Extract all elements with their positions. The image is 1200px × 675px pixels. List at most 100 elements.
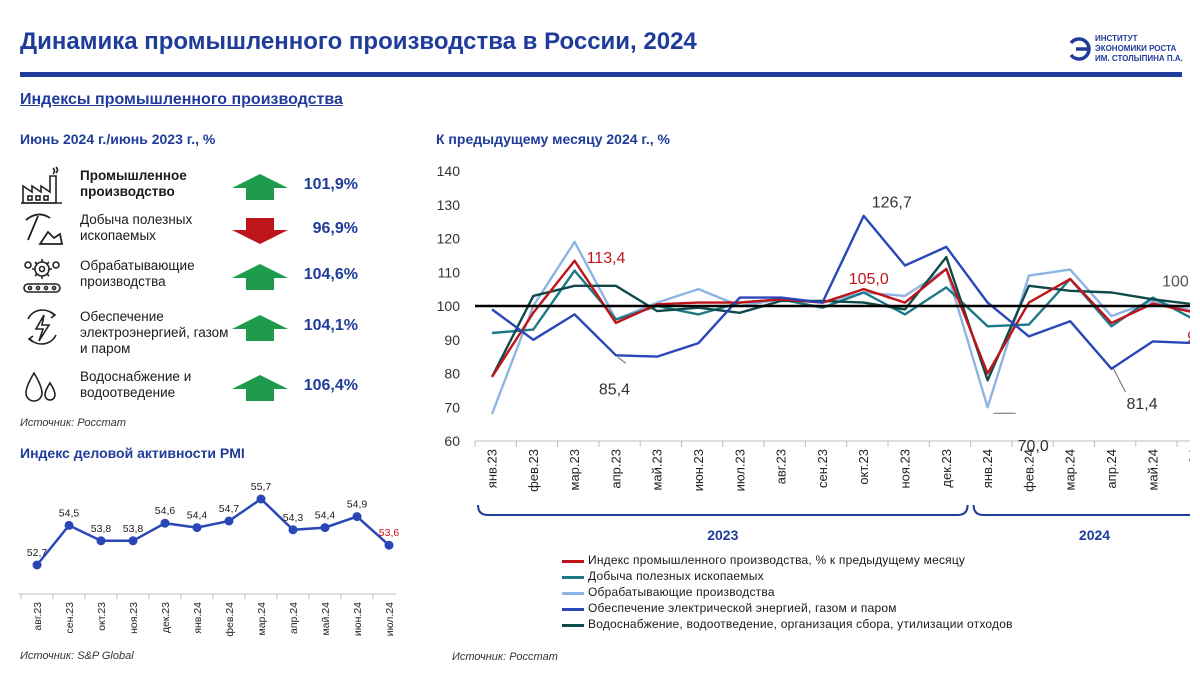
- arrow-up-icon: [232, 315, 288, 341]
- monthly-source: Источник: Росстат: [452, 651, 558, 663]
- yoy-label: Обрабатывающие производства: [80, 258, 195, 289]
- pmi-data-label: 53,6: [379, 527, 400, 539]
- logo-icon: [1069, 37, 1091, 61]
- legend-label: Водоснабжение, водоотведение, организаци…: [588, 617, 1013, 631]
- arrow-down-icon: [232, 218, 288, 244]
- yoy-row-industrial: Промышленное производство 101,9%: [20, 166, 390, 210]
- pmi-category-label: май.24: [320, 602, 332, 636]
- legend-label: Индекс промышленного производства, % к п…: [588, 553, 966, 567]
- title-divider: [20, 72, 1182, 77]
- annotation-leader: [617, 356, 627, 364]
- pmi-source: Источник: S&P Global: [20, 650, 134, 662]
- year-bracket: [477, 504, 969, 516]
- x-category-label: мар.24: [1063, 449, 1078, 490]
- x-category-label: июн.24: [1187, 449, 1190, 491]
- yoy-title: Июнь 2024 г./июнь 2023 г., %: [20, 131, 216, 147]
- pmi-category-label: апр.24: [288, 602, 300, 634]
- pmi-data-label: 54,3: [283, 512, 304, 524]
- x-category-label: дек.23: [939, 449, 954, 488]
- yoy-row-mining: Добыча полезных ископаемых 96,9%: [20, 210, 390, 254]
- series-line-4: [490, 255, 1190, 382]
- yoy-row-manufacturing: Обрабатывающие производства 104,6%: [20, 256, 390, 300]
- pmi-data-label: 54,4: [187, 510, 208, 522]
- value-annotation: 105,0: [849, 271, 889, 288]
- logo-line-1: ИНСТИТУТ: [1095, 34, 1138, 43]
- legend-swatch: [562, 576, 584, 579]
- pmi-category-label: янв.24: [192, 602, 204, 634]
- pmi-chart: 52,7 авг.23 54,5 сен.23 53,8 окт.23 53,8 ноя.23…: [18, 481, 400, 637]
- series-line-3: [491, 214, 1190, 370]
- pmi-point: [352, 512, 362, 522]
- value-annotation: 100,7: [1162, 274, 1190, 291]
- arrow-up-icon: [232, 264, 288, 290]
- conveyor-gear-icon: [23, 259, 61, 293]
- series-line-2: [490, 240, 1190, 415]
- yoy-value: 101,9%: [303, 176, 358, 193]
- year-label: 2024: [1079, 527, 1110, 543]
- pmi-title: Индекс деловой активности PMI: [20, 445, 245, 461]
- pmi-category-label: ноя.23: [128, 602, 140, 634]
- pmi-category-label: дек.23: [160, 602, 172, 633]
- yoy-row-water: Водоснабжение и водоотведение 106,4%: [20, 367, 390, 411]
- pickaxe-icon: [25, 213, 64, 245]
- yoy-value: 96,9%: [312, 220, 358, 237]
- pmi-data-label: 53,8: [123, 523, 144, 535]
- value-annotation: 70,0: [1018, 438, 1049, 455]
- value-annotation: 113,4: [587, 250, 626, 267]
- x-category-label: май.24: [1145, 449, 1160, 491]
- pmi-category-label: окт.23: [96, 602, 108, 631]
- annotation-leader: [1113, 368, 1126, 393]
- y-tick-label: 110: [438, 264, 461, 280]
- pmi-data-label: 53,8: [91, 523, 112, 535]
- legend-label: Обрабатывающие производства: [588, 585, 775, 599]
- pmi-data-label: 55,7: [251, 481, 272, 493]
- value-annotation: 85,4: [599, 382, 630, 399]
- x-category-label: апр.23: [608, 449, 623, 489]
- y-tick-label: 100: [437, 298, 461, 314]
- pmi-point: [64, 520, 74, 530]
- x-category-label: фев.24: [1021, 449, 1036, 492]
- logo-line-2: ЭКОНОМИКИ РОСТА: [1095, 44, 1177, 53]
- pmi-data-label: 54,9: [347, 499, 368, 511]
- x-category-label: мар.23: [567, 449, 582, 490]
- x-category-label: янв.23: [485, 449, 500, 488]
- pmi-point: [288, 525, 298, 535]
- pmi-data-label: 54,5: [59, 507, 80, 519]
- y-tick-label: 60: [444, 433, 460, 449]
- y-tick-label: 130: [437, 197, 461, 213]
- value-annotation: 126,7: [872, 194, 912, 211]
- x-category-label: фев.23: [526, 449, 541, 492]
- value-annotation: 98,1: [1187, 329, 1190, 346]
- pmi-point: [256, 494, 266, 504]
- pmi-point: [128, 536, 138, 546]
- pmi-category-label: сен.23: [64, 602, 76, 634]
- pmi-data-label: 54,4: [315, 510, 336, 522]
- yoy-source: Источник: Росстат: [20, 417, 126, 429]
- water-drops-icon: [25, 371, 56, 402]
- legend-label: Обеспечение электрической энергией, газо…: [588, 601, 897, 615]
- y-tick-label: 70: [444, 399, 460, 415]
- y-tick-label: 120: [437, 231, 461, 247]
- pmi-point: [96, 536, 106, 546]
- pmi-category-label: июн.24: [352, 602, 364, 636]
- factory-icon: [21, 166, 62, 204]
- electricity-icon: [27, 309, 57, 345]
- x-category-label: окт.23: [856, 449, 871, 485]
- year-label: 2023: [707, 527, 738, 543]
- y-tick-label: 80: [444, 366, 460, 382]
- arrow-up-icon: [232, 375, 288, 401]
- pmi-point: [160, 518, 170, 528]
- pmi-category-label: авг.23: [32, 602, 44, 631]
- y-tick-label: 140: [437, 163, 461, 179]
- pmi-point: [320, 523, 330, 533]
- y-tick-label: 90: [444, 332, 460, 348]
- page-title: Динамика промышленного производства в Ро…: [20, 28, 697, 55]
- year-bracket: [972, 504, 1190, 516]
- yoy-label: Добыча полезных ископаемых: [80, 212, 193, 243]
- pmi-point: [384, 540, 394, 550]
- legend-swatch: [562, 608, 584, 611]
- legend-swatch: [562, 560, 584, 563]
- yoy-value: 104,6%: [303, 266, 358, 283]
- pmi-category-label: фев.24: [224, 602, 236, 637]
- pmi-category-label: июл.24: [384, 602, 396, 636]
